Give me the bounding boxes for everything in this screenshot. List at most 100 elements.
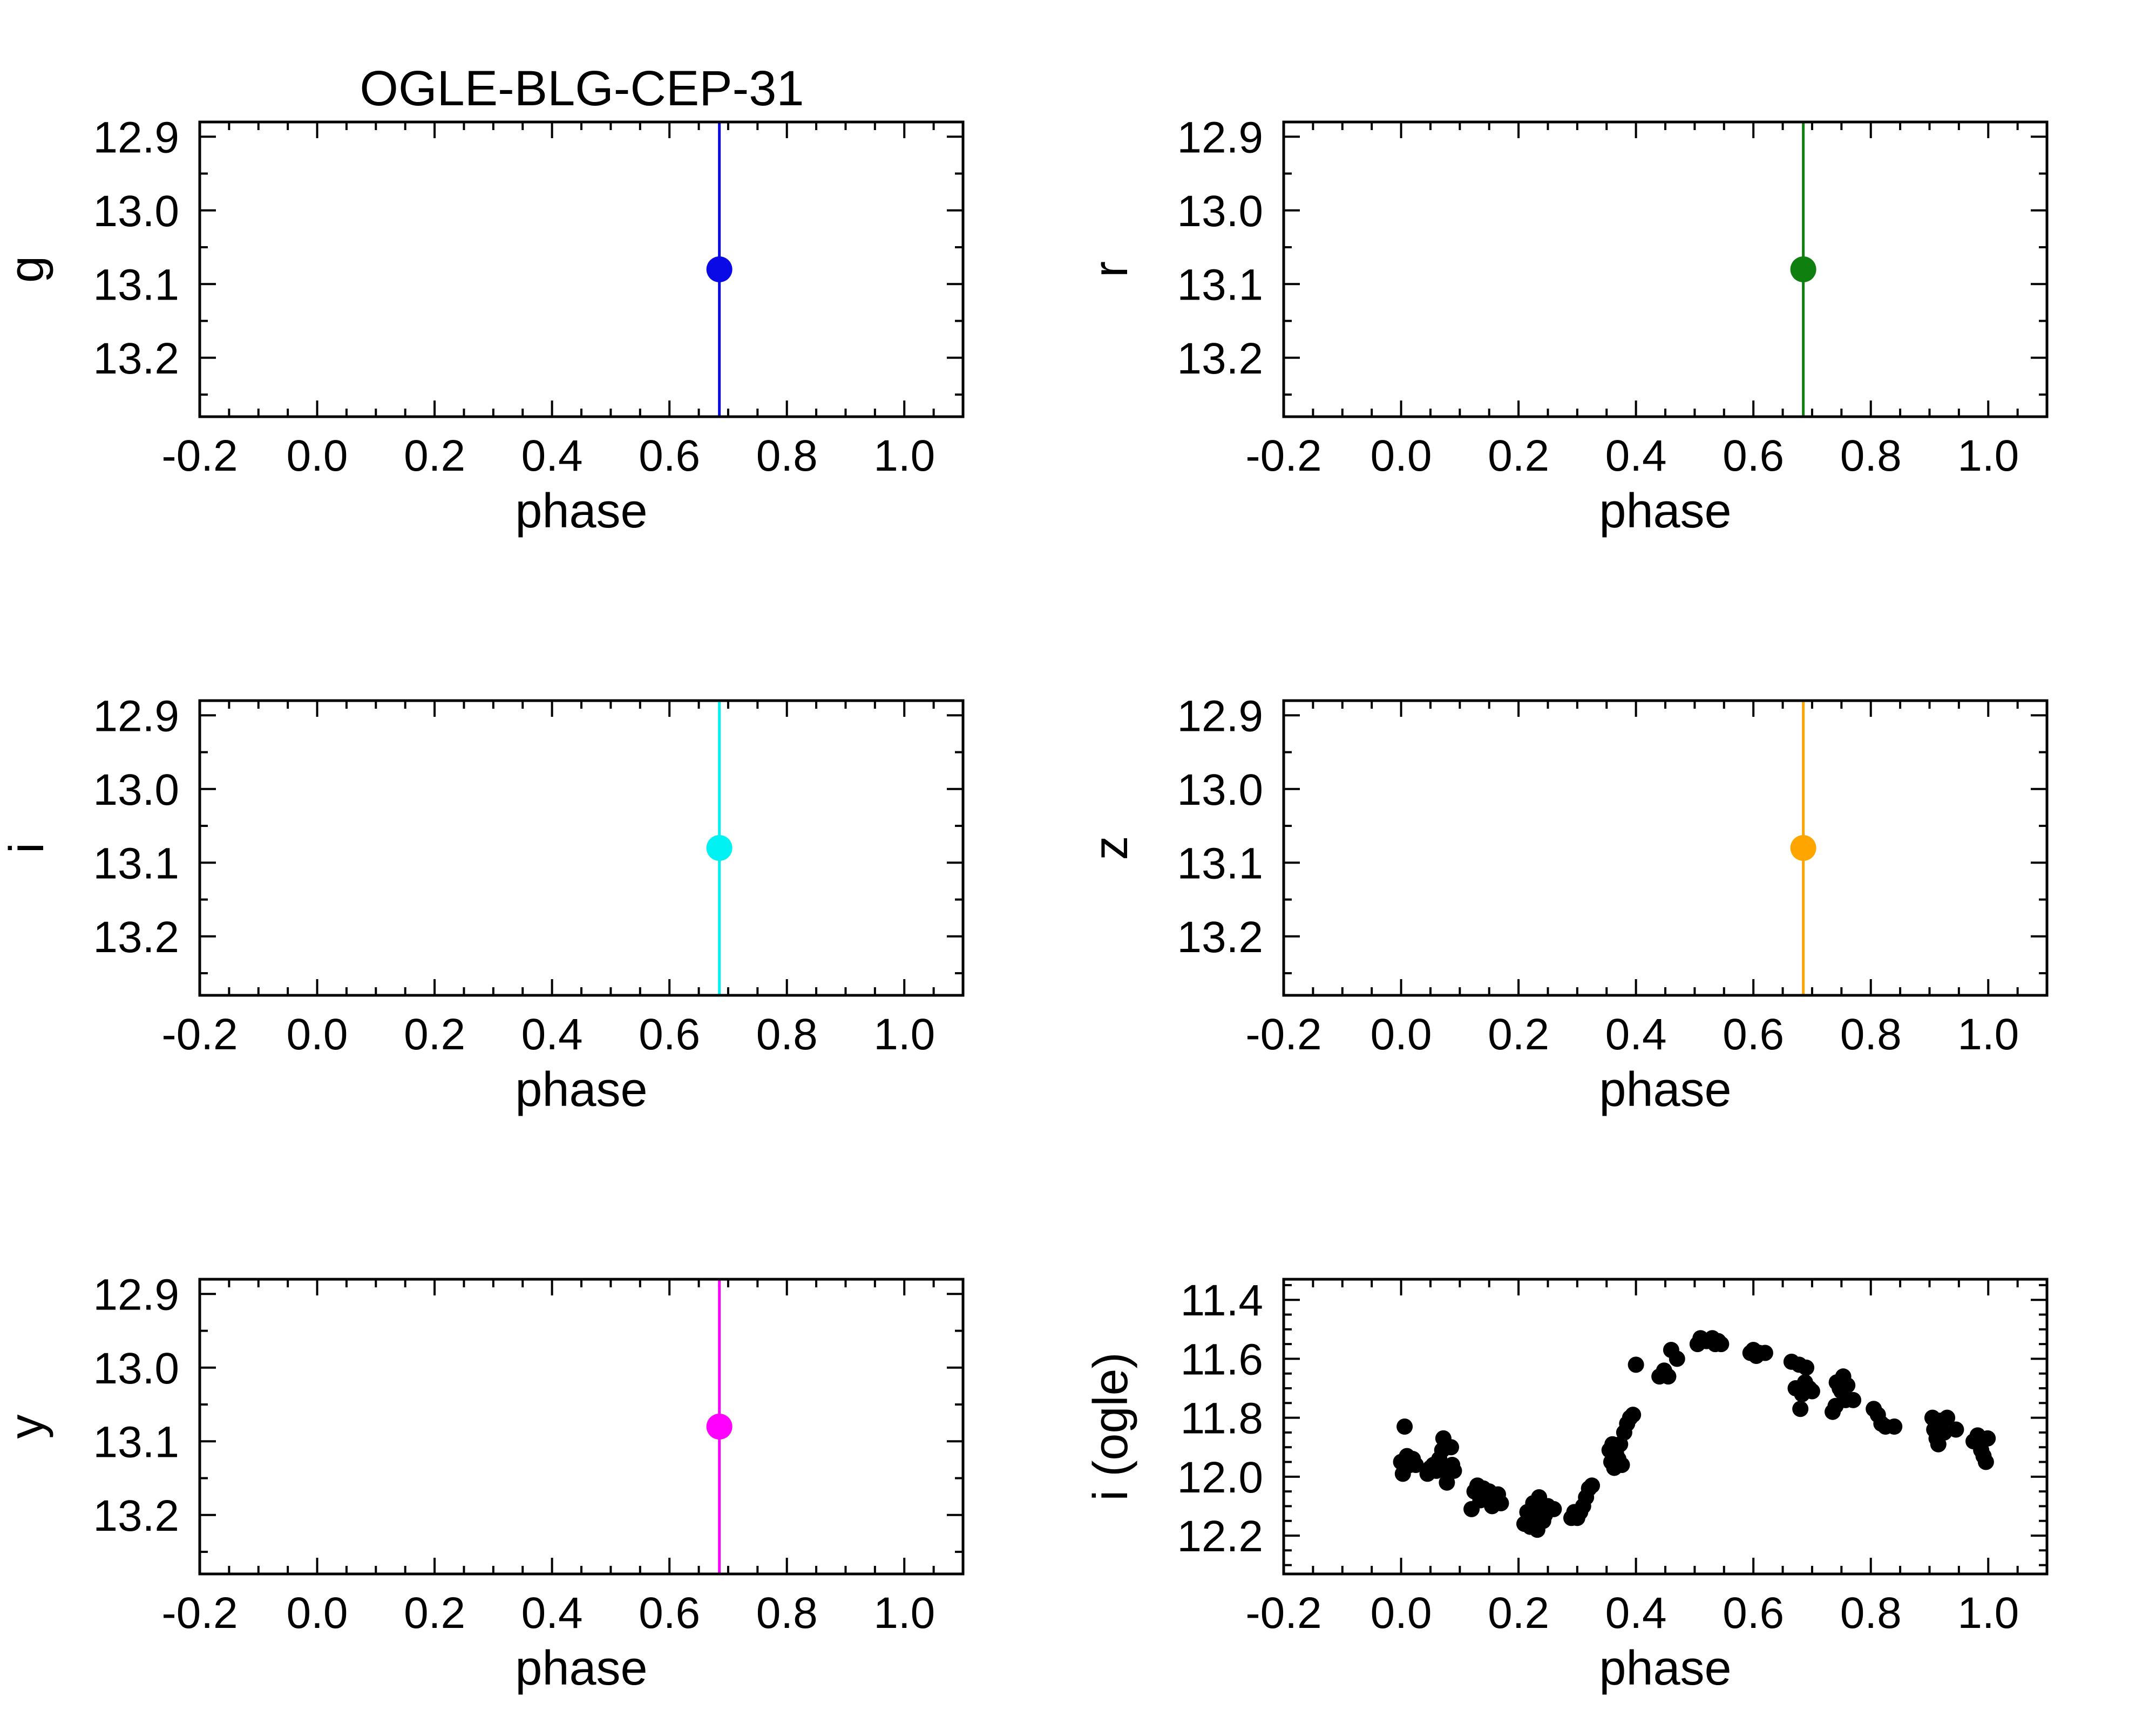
figure-title: OGLE-BLG-CEP-31 (360, 61, 804, 116)
x-tick-label: 0.6 (1723, 431, 1784, 480)
panel-z: -0.2 0.0 0.2 0.4 0.6 0.8 1.0 12.9 13.0 13.1 13.2 ph… (1084, 691, 2049, 1117)
y-tick-label: 13.0 (93, 765, 179, 815)
x-tick-label: 0.6 (639, 1010, 700, 1059)
y-tick-label: 13.0 (93, 187, 179, 236)
x-tick-label: 0.0 (287, 1010, 348, 1059)
x-tick-label: 0.8 (756, 431, 818, 480)
y-tick-label: 13.2 (93, 334, 179, 383)
data-point (1886, 1418, 1903, 1435)
panel-i: -0.2 0.0 0.2 0.4 0.6 0.8 1.0 12.9 13.0 13.1 13.2 ph… (0, 691, 965, 1117)
y-tick-label: 13.1 (93, 1417, 179, 1467)
x-tick-label: -0.2 (161, 1010, 238, 1059)
data-point (1396, 1418, 1413, 1435)
x-tick-label: 0.4 (1605, 1010, 1667, 1059)
x-tick-label: -0.2 (161, 431, 238, 480)
data-point (1798, 1359, 1815, 1376)
x-axis-label: phase (515, 484, 647, 538)
x-tick-label: 1.0 (1957, 1010, 2019, 1059)
x-tick-label: -0.2 (1245, 1010, 1321, 1059)
y-tick-label: 12.9 (93, 1270, 179, 1319)
y-tick-label: 13.0 (1177, 187, 1263, 236)
x-axis-label: phase (515, 1641, 647, 1695)
y-tick-label: 13.0 (1177, 765, 1263, 815)
data-point (1979, 1430, 1996, 1447)
x-axis-label: phase (1599, 1063, 1731, 1117)
panel-y: -0.2 0.0 0.2 0.4 0.6 0.8 1.0 12.9 13.0 13.1 13.2 ph… (0, 1270, 965, 1695)
y-tick-label: 12.9 (1177, 113, 1263, 162)
data-point (706, 1414, 733, 1440)
x-tick-label: 1.0 (1957, 1589, 2019, 1638)
y-tick-label: 11.4 (1180, 1276, 1263, 1325)
x-tick-label: 0.4 (521, 1589, 583, 1638)
x-tick-label: 1.0 (873, 1589, 935, 1638)
x-tick-label: 0.2 (1488, 431, 1549, 480)
plot-frame (198, 699, 965, 997)
plot-frame (198, 120, 965, 418)
x-axis-label: phase (515, 1063, 647, 1117)
x-tick-label: 0.8 (756, 1010, 818, 1059)
x-tick-label: 0.2 (1488, 1589, 1549, 1638)
data-point (1839, 1377, 1856, 1394)
x-tick-label: 0.8 (1840, 431, 1902, 480)
data-point (1442, 1439, 1459, 1456)
data-point (1948, 1421, 1964, 1438)
x-tick-label: 0.4 (521, 431, 583, 480)
y-tick-label: 12.2 (1177, 1512, 1263, 1561)
data-point (1407, 1456, 1424, 1473)
x-axis-label: phase (1599, 1641, 1731, 1695)
x-tick-label: 0.6 (639, 1589, 700, 1638)
y-tick-label: 11.8 (1180, 1394, 1263, 1443)
panel-r: -0.2 0.0 0.2 0.4 0.6 0.8 1.0 12.9 13.0 13.1 13.2 ph… (1084, 113, 2049, 538)
data-point (1790, 256, 1816, 282)
x-axis-label: phase (1599, 484, 1731, 538)
plot-frame (1282, 699, 2049, 997)
x-tick-label: 0.6 (1723, 1010, 1784, 1059)
x-tick-label: 0.2 (404, 1010, 465, 1059)
x-tick-label: 0.2 (1488, 1010, 1549, 1059)
y-tick-label: 11.6 (1180, 1335, 1263, 1384)
data-point (1790, 835, 1816, 861)
y-tick-label: 13.1 (93, 260, 179, 309)
y-axis-label: z (1084, 836, 1138, 860)
x-tick-label: 0.0 (1371, 1010, 1432, 1059)
data-point (706, 835, 733, 861)
data-point (1613, 1456, 1630, 1473)
plot-frame (198, 1278, 965, 1576)
data-point (1804, 1383, 1820, 1400)
x-tick-label: 1.0 (1957, 431, 2019, 480)
x-tick-label: 0.0 (287, 1589, 348, 1638)
x-tick-label: 1.0 (873, 1010, 935, 1059)
x-tick-label: 0.6 (639, 431, 700, 480)
y-tick-label: 13.0 (93, 1344, 179, 1393)
data-point (1939, 1409, 1956, 1426)
data-point (1669, 1350, 1685, 1367)
x-tick-label: 1.0 (873, 431, 935, 480)
x-tick-label: 0.2 (404, 431, 465, 480)
x-tick-label: -0.2 (1245, 1589, 1321, 1638)
y-axis-label: r (1084, 261, 1138, 277)
x-tick-label: 0.4 (1605, 431, 1667, 480)
y-tick-label: 12.9 (1177, 691, 1263, 741)
data-point (1792, 1401, 1809, 1417)
x-tick-label: 0.0 (1371, 1589, 1432, 1638)
y-tick-label: 13.2 (1177, 913, 1263, 962)
y-axis-label: y (0, 1415, 54, 1439)
panel-g: -0.2 0.0 0.2 0.4 0.6 0.8 1.0 12.9 13.0 13.1 13.2 ph… (0, 113, 965, 538)
panel-i-ogle: -0.2 0.0 0.2 0.4 0.6 0.8 1.0 11.4 11.6 11.8 12.0 12… (1084, 1276, 2049, 1695)
y-tick-label: 13.1 (1177, 839, 1263, 888)
x-tick-label: 0.8 (756, 1589, 818, 1638)
plot-frame (1282, 120, 2049, 418)
y-axis-label: i (0, 843, 54, 853)
x-tick-label: -0.2 (1245, 431, 1321, 480)
y-axis-label: g (0, 256, 54, 283)
x-tick-label: 0.4 (521, 1010, 583, 1059)
data-point (1628, 1356, 1644, 1373)
y-tick-label: 12.9 (93, 113, 179, 162)
data-point (1625, 1407, 1642, 1423)
data-point (1584, 1477, 1601, 1494)
data-point (1713, 1336, 1730, 1353)
data-point (1845, 1392, 1862, 1408)
y-tick-label: 13.2 (93, 1491, 179, 1540)
x-tick-label: 0.8 (1840, 1010, 1902, 1059)
